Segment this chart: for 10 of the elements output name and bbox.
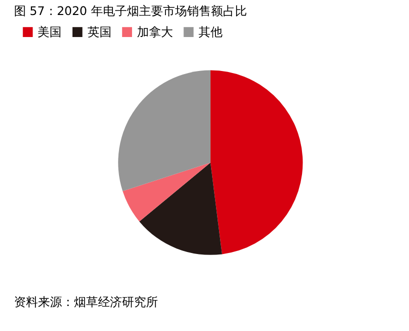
pie-slice <box>139 162 222 255</box>
legend-label: 其他 <box>198 25 223 40</box>
pie-slice <box>118 70 210 192</box>
legend-label: 加拿大 <box>136 25 173 40</box>
pie-slice <box>210 70 303 254</box>
text: 资料来源：烟草经济研究所 <box>14 295 158 310</box>
legend-label: 英国 <box>87 25 112 40</box>
chart-title: 图 57：2020 年电子烟主要市场销售额占比 <box>14 4 247 18</box>
pie-slice <box>122 162 210 222</box>
legend-label: 美国 <box>38 25 62 40</box>
